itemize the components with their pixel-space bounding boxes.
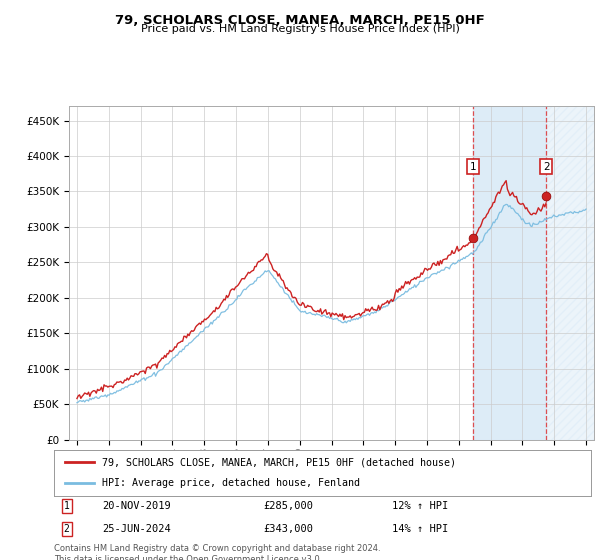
Text: £343,000: £343,000 — [263, 524, 313, 534]
Text: 79, SCHOLARS CLOSE, MANEA, MARCH, PE15 0HF (detached house): 79, SCHOLARS CLOSE, MANEA, MARCH, PE15 0… — [103, 457, 457, 467]
Text: HPI: Average price, detached house, Fenland: HPI: Average price, detached house, Fenl… — [103, 478, 361, 488]
Text: Contains HM Land Registry data © Crown copyright and database right 2024.
This d: Contains HM Land Registry data © Crown c… — [54, 544, 380, 560]
Text: 2: 2 — [64, 524, 70, 534]
Text: 25-JUN-2024: 25-JUN-2024 — [103, 524, 171, 534]
Point — [468, 233, 478, 242]
Text: 2: 2 — [543, 162, 550, 172]
Text: 12% ↑ HPI: 12% ↑ HPI — [392, 501, 449, 511]
Bar — [546, 106, 600, 440]
Text: £285,000: £285,000 — [263, 501, 313, 511]
Bar — [473, 106, 546, 440]
Text: 14% ↑ HPI: 14% ↑ HPI — [392, 524, 449, 534]
Text: 1: 1 — [64, 501, 70, 511]
Text: 79, SCHOLARS CLOSE, MANEA, MARCH, PE15 0HF: 79, SCHOLARS CLOSE, MANEA, MARCH, PE15 0… — [115, 14, 485, 27]
Point — [541, 192, 551, 201]
Text: Price paid vs. HM Land Registry's House Price Index (HPI): Price paid vs. HM Land Registry's House … — [140, 24, 460, 34]
Text: 1: 1 — [470, 162, 476, 172]
Text: 20-NOV-2019: 20-NOV-2019 — [103, 501, 171, 511]
